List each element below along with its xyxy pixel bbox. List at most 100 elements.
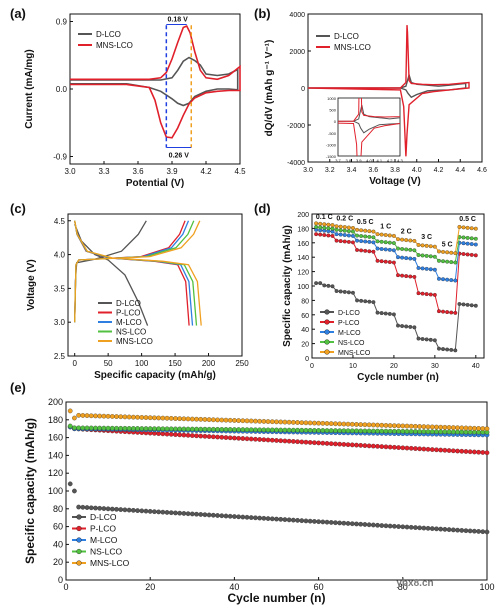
data-point [358, 422, 364, 427]
y-tick-label: 0.9 [56, 18, 68, 27]
data-point [328, 428, 334, 433]
inset-y-tick-label: 0 [334, 119, 337, 124]
data-point [244, 418, 250, 424]
y-tick-label: 60 [53, 522, 63, 532]
data-point [434, 447, 439, 453]
data-point [164, 431, 170, 437]
x-tick-label: 80 [398, 582, 408, 592]
data-point [355, 227, 359, 232]
data-point [337, 428, 342, 434]
data-point [156, 509, 161, 515]
data-point [194, 511, 199, 517]
data-point [248, 436, 254, 442]
discharge-curve [74, 220, 202, 326]
data-point [322, 233, 327, 237]
data-point [84, 425, 90, 431]
data-point [143, 426, 149, 431]
data-point [469, 252, 474, 257]
data-point [375, 310, 380, 315]
data-point [219, 513, 225, 519]
inset-x-tick-label: 4.2 [387, 158, 393, 163]
data-point [206, 512, 212, 518]
data-point [363, 239, 368, 244]
data-point [286, 438, 292, 444]
data-point [424, 337, 429, 342]
legend-entry: MNS-LCO [90, 558, 130, 568]
data-point [428, 244, 433, 249]
data-point [465, 235, 470, 240]
data-point [437, 249, 441, 254]
data-point [173, 432, 178, 437]
data-point [328, 441, 334, 447]
data-point [318, 225, 323, 230]
legend-entry: D-LCO [334, 32, 359, 41]
data-point [168, 510, 174, 516]
data-point [152, 426, 157, 432]
data-point [236, 435, 241, 441]
data-point [417, 429, 422, 434]
data-point [152, 415, 157, 421]
panel-label: (e) [10, 380, 26, 395]
data-point [404, 247, 409, 252]
data-point [408, 256, 413, 261]
panel-label: (d) [254, 201, 271, 216]
data-point [326, 222, 331, 227]
data-point [366, 522, 372, 528]
data-point [240, 514, 246, 520]
data-point [219, 417, 225, 423]
x-tick-label: 0 [72, 359, 77, 368]
data-point [428, 267, 433, 272]
legend-entry: NS-LCO [90, 547, 123, 557]
rate-line [316, 229, 476, 282]
data-point [177, 510, 183, 516]
data-point [240, 436, 246, 441]
y-tick-label: 200 [297, 212, 309, 219]
data-point [437, 258, 441, 263]
data-point [421, 446, 427, 452]
data-point [303, 420, 309, 426]
y-tick-label: 4000 [289, 12, 305, 19]
data-point [334, 232, 339, 237]
data-point [400, 524, 406, 530]
y-tick-label: 3.0 [54, 318, 66, 327]
data-point [465, 225, 470, 230]
data-point [248, 418, 254, 424]
data-point [88, 413, 94, 419]
data-point [363, 228, 368, 233]
data-point [219, 434, 225, 440]
data-point [446, 448, 452, 453]
data-point [437, 276, 441, 281]
data-point [457, 302, 462, 306]
legend-marker [76, 560, 82, 566]
data-point [261, 427, 267, 433]
data-point [459, 425, 465, 431]
data-point [342, 233, 347, 237]
data-point [473, 253, 478, 258]
data-point [295, 427, 300, 433]
data-point [442, 447, 448, 453]
data-point [314, 281, 319, 286]
y-tick-label: -0.9 [53, 153, 67, 162]
data-point [101, 413, 107, 419]
data-point [261, 419, 267, 424]
data-point [160, 426, 166, 432]
data-point [211, 434, 216, 440]
x-axis-label: Cycle number (n) [227, 591, 325, 605]
data-point [232, 418, 237, 423]
data-point [449, 310, 454, 315]
data-point [269, 516, 275, 522]
data-point [432, 292, 437, 297]
data-point [316, 440, 321, 446]
data-point [328, 421, 334, 426]
data-point [396, 246, 400, 251]
rate-line [316, 233, 476, 314]
y-tick-label: 20 [301, 342, 309, 349]
legend-marker [324, 339, 330, 345]
x-tick-label: 4.0 [412, 167, 422, 174]
data-point [366, 443, 372, 449]
y-tick-label: 160 [297, 241, 309, 248]
data-point [333, 428, 338, 433]
data-point [391, 248, 396, 253]
data-point [253, 436, 258, 442]
y-tick-label: 100 [297, 284, 309, 291]
